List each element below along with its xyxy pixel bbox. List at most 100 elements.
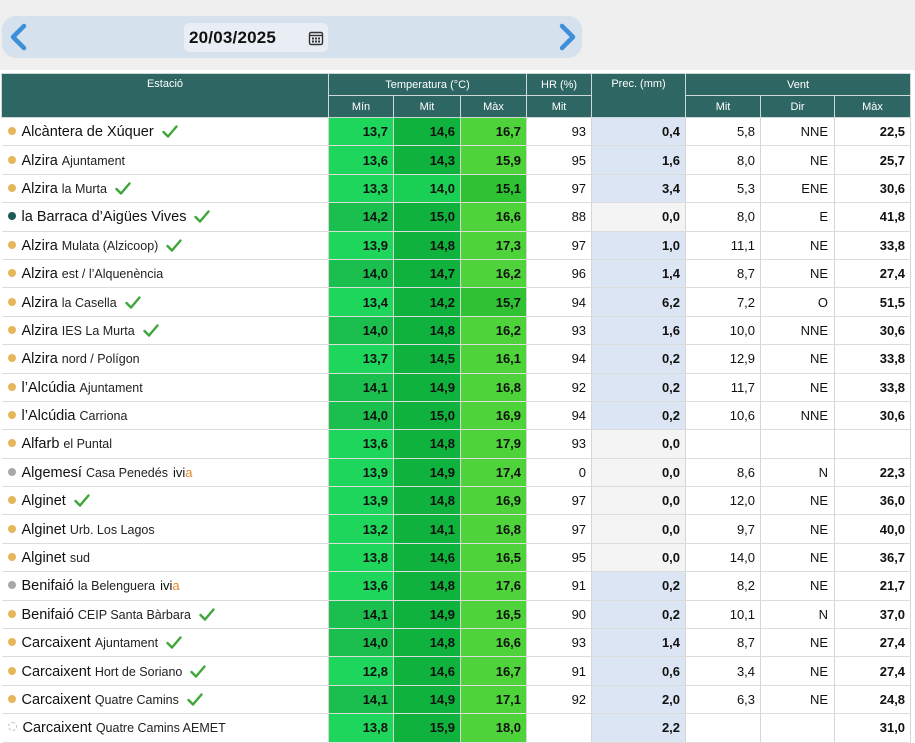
table-row[interactable]: Alfarb el Puntal 13,6 14,8 17,9 93 0,0 [1, 429, 912, 459]
table-row[interactable]: Alzira Ajuntament 13,6 14,3 15,9 95 1,6 8,0 NE 25… [1, 145, 912, 175]
table-row[interactable]: Alzira Mulata (Alzicoop) 13,9 14,8 17,3 97 1,0… [1, 231, 912, 260]
station-cell[interactable]: Carcaixent Hort de Soriano [1, 656, 329, 686]
date-picker[interactable]: 20/03/2025 [184, 23, 328, 52]
station-cell[interactable]: l’Alcúdia Carriona [1, 401, 329, 431]
hr-cell: 96 [526, 259, 593, 289]
station-name[interactable]: Benifaió [21, 606, 74, 623]
prec-cell: 3,4 [591, 174, 687, 204]
temp-max-cell: 16,5 [460, 600, 528, 630]
wind-dir-cell: NNE [760, 316, 836, 346]
station-name[interactable]: Alzira [21, 266, 58, 283]
wind-max-cell: 41,8 [834, 202, 912, 232]
header-temp-mit[interactable]: Mit [393, 95, 461, 118]
station-cell[interactable]: Alzira Mulata (Alzicoop) [1, 231, 329, 260]
station-status-dot [7, 439, 16, 448]
header-station[interactable]: Estació [1, 73, 329, 118]
table-row[interactable]: Benifaió CEIP Santa Bàrbara 14,1 14,9 16,5 90… [1, 600, 912, 630]
station-name[interactable]: Carcaixent [22, 720, 92, 737]
table-row[interactable]: la Barraca d’Aigües Vives 14,2 15,0 16,6 88 0… [1, 202, 912, 232]
table-row[interactable]: Carcaixent Hort de Soriano 12,8 14,6 16,7 91 0… [1, 656, 912, 686]
table-row[interactable]: l’Alcúdia Ajuntament 14,1 14,9 16,8 92 0,2 11,7… [1, 373, 912, 402]
station-cell[interactable]: Carcaixent Quatre Camins AEMET [1, 713, 329, 743]
header-hr-mit[interactable]: Mit [526, 95, 593, 118]
table-row[interactable]: Alzira la Casella 13,4 14,2 15,7 94 6,2 7,2 O 51,… [1, 287, 912, 317]
station-name[interactable]: la Barraca d’Aigües Vives [21, 209, 187, 226]
station-cell[interactable]: Benifaió CEIP Santa Bàrbara [1, 600, 329, 630]
station-cell[interactable]: Algemesí Casa Penedés ivia [1, 458, 329, 488]
hr-cell: 93 [526, 117, 593, 147]
temp-max-cell: 17,4 [460, 458, 528, 488]
station-name[interactable]: l’Alcúdia [21, 408, 76, 425]
station-cell[interactable]: Alzira Ajuntament [1, 145, 329, 175]
station-cell[interactable]: Alginet Urb. Los Lagos [1, 514, 329, 544]
station-status-dot [7, 666, 16, 675]
wind-dir-cell: NE [760, 571, 836, 601]
station-name[interactable]: Alzira [21, 152, 58, 169]
header-wind-mit[interactable]: Mit [685, 95, 762, 118]
temp-max-cell: 16,8 [460, 373, 528, 402]
station-name[interactable]: Carcaixent [21, 635, 91, 652]
station-cell[interactable]: Alzira la Casella [1, 287, 329, 317]
station-name[interactable]: Carcaixent [21, 663, 91, 680]
station-cell[interactable]: Carcaixent Quatre Camins [1, 685, 329, 715]
table-row[interactable]: Carcaixent Ajuntament 14,0 14,8 16,6 93 1,4 8,7… [1, 628, 912, 658]
station-name[interactable]: Alginet [21, 521, 66, 538]
table-row[interactable]: Alcàntera de Xúquer 13,7 14,6 16,7 93 0,4 5,8 N… [1, 117, 912, 147]
header-temp-max[interactable]: Màx [459, 95, 528, 118]
station-name[interactable]: Alfarb [21, 436, 60, 453]
temp-max-cell: 16,7 [460, 656, 528, 686]
station-cell[interactable]: Benifaió la Belenguera ivia [1, 571, 329, 601]
station-name[interactable]: Alginet [21, 550, 66, 567]
check-icon [115, 182, 131, 195]
station-status-dot [7, 695, 16, 703]
station-cell[interactable]: Alginet sud [1, 543, 329, 573]
hr-cell: 92 [526, 685, 593, 715]
chevron-right-icon[interactable] [552, 22, 582, 52]
station-cell[interactable]: Alzira nord / Polígon [1, 344, 329, 374]
table-row[interactable]: Alginet Urb. Los Lagos 13,2 14,1 16,8 97 0,0 9,… [1, 514, 912, 544]
station-name[interactable]: Benifaió [21, 578, 74, 595]
chevron-left-icon[interactable] [4, 22, 34, 52]
table-row[interactable]: Alzira nord / Polígon 13,7 14,5 16,1 94 0,2 12,… [1, 344, 912, 374]
station-name[interactable]: Alzira [21, 237, 58, 254]
table-row[interactable]: Alginet 13,9 14,8 16,9 97 0,0 12,0 NE 36,0 [1, 486, 912, 516]
station-cell[interactable]: Alzira IES La Murta [1, 316, 329, 346]
table-row[interactable]: Alginet sud 13,8 14,6 16,5 95 0,0 14,0 NE 36,7 [1, 543, 912, 573]
station-cell[interactable]: la Barraca d’Aigües Vives [1, 202, 329, 232]
table-row[interactable]: Alzira IES La Murta 14,0 14,8 16,2 93 1,6 10,0 N… [1, 316, 912, 346]
station-name[interactable]: Carcaixent [21, 692, 91, 708]
station-name[interactable]: Alzira [21, 322, 58, 339]
station-cell[interactable]: l’Alcúdia Ajuntament [1, 373, 329, 402]
hr-cell: 97 [526, 174, 593, 204]
station-cell[interactable]: Alzira la Murta [1, 174, 329, 204]
table-row[interactable]: l’Alcúdia Carriona 14,0 15,0 16,9 94 0,2 10,6 NN… [1, 401, 912, 431]
table-row[interactable]: Benifaió la Belenguera ivia 13,6 14,8 17,6 91 0… [1, 571, 912, 601]
temp-max-cell: 16,5 [460, 543, 528, 573]
header-wind-max[interactable]: Màx [834, 95, 912, 118]
station-name[interactable]: Alginet [21, 493, 66, 510]
hr-cell: 94 [526, 344, 593, 374]
station-cell[interactable]: Alcàntera de Xúquer [1, 117, 329, 147]
station-name[interactable]: l’Alcúdia [21, 379, 76, 396]
calendar-icon[interactable] [308, 30, 324, 46]
header-prec[interactable]: Prec. (mm) [591, 73, 687, 118]
header-wind-dir[interactable]: Dir [760, 95, 836, 118]
station-cell[interactable]: Alginet [1, 486, 329, 516]
table-row[interactable]: Carcaixent Quatre Camins AEMET 13,8 15,9 18,… [1, 713, 912, 743]
table-row[interactable]: Alzira est / l’Alquenència 14,0 14,7 16,2 96 1… [1, 259, 912, 289]
header-temp-min[interactable]: Mín [328, 95, 394, 118]
station-name[interactable]: Alzira [21, 180, 58, 197]
station-cell[interactable]: Carcaixent Ajuntament [1, 628, 329, 658]
wind-max-cell: 30,6 [834, 174, 912, 204]
station-cell[interactable]: Alzira est / l’Alquenència [1, 259, 329, 289]
date-value[interactable]: 20/03/2025 [189, 28, 277, 47]
station-name[interactable]: Alzira [21, 351, 58, 368]
table-row[interactable]: Algemesí Casa Penedés ivia 13,9 14,9 17,4 0 0,0… [1, 458, 912, 488]
station-cell[interactable]: Alfarb el Puntal [1, 429, 329, 459]
station-name[interactable]: Alzira [21, 294, 58, 311]
station-name[interactable]: Alcàntera de Xúquer [21, 124, 154, 141]
table-row[interactable]: Alzira la Murta 13,3 14,0 15,1 97 3,4 5,3 ENE 30,… [1, 174, 912, 204]
station-name[interactable]: Algemesí [21, 464, 82, 481]
station-status-dot [7, 581, 16, 590]
table-row[interactable]: Carcaixent Quatre Camins 14,1 14,9 17,1 92 2,0… [1, 685, 912, 715]
